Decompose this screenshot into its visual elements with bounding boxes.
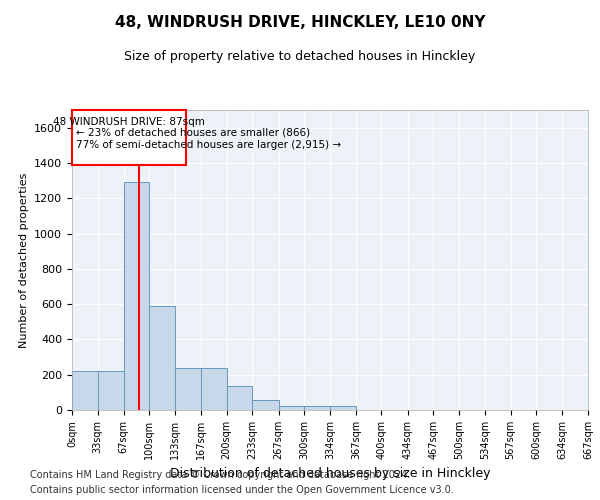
Text: 77% of semi-detached houses are larger (2,915) →: 77% of semi-detached houses are larger (…	[76, 140, 341, 150]
Text: Contains public sector information licensed under the Open Government Licence v3: Contains public sector information licen…	[30, 485, 454, 495]
X-axis label: Distribution of detached houses by size in Hinckley: Distribution of detached houses by size …	[170, 468, 490, 480]
Text: 48 WINDRUSH DRIVE: 87sqm: 48 WINDRUSH DRIVE: 87sqm	[53, 117, 205, 127]
Bar	[278, 406, 304, 410]
Bar	[227, 386, 252, 410]
Bar	[175, 368, 201, 410]
Y-axis label: Number of detached properties: Number of detached properties	[19, 172, 29, 348]
Text: Size of property relative to detached houses in Hinckley: Size of property relative to detached ho…	[124, 50, 476, 63]
Bar	[304, 406, 331, 410]
Bar	[201, 368, 227, 410]
Text: 48, WINDRUSH DRIVE, HINCKLEY, LE10 0NY: 48, WINDRUSH DRIVE, HINCKLEY, LE10 0NY	[115, 15, 485, 30]
FancyBboxPatch shape	[72, 110, 187, 164]
Text: Contains HM Land Registry data © Crown copyright and database right 2024.: Contains HM Land Registry data © Crown c…	[30, 470, 410, 480]
Bar	[149, 306, 175, 410]
Text: ← 23% of detached houses are smaller (866): ← 23% of detached houses are smaller (86…	[76, 128, 310, 138]
Bar	[72, 371, 98, 410]
Bar	[331, 406, 356, 410]
Bar	[98, 371, 124, 410]
Bar	[124, 182, 149, 410]
Bar	[252, 400, 278, 410]
